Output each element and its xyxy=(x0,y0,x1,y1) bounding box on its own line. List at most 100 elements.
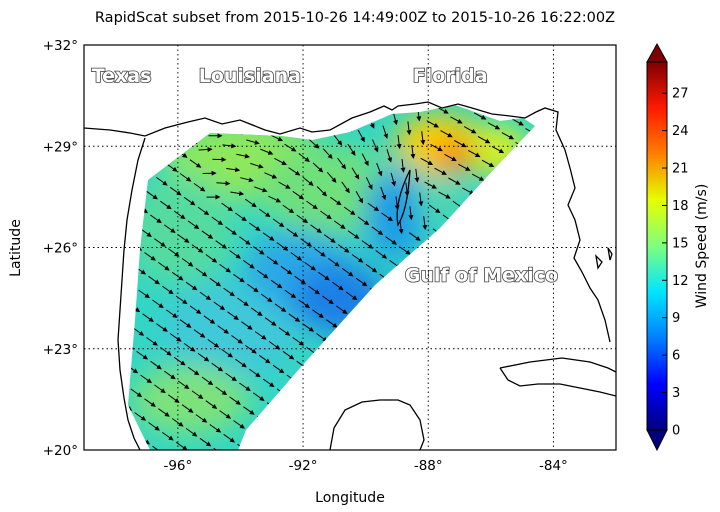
wind-arrow xyxy=(414,168,420,183)
wind-arrow xyxy=(235,358,247,368)
region-label: Louisiana xyxy=(199,65,301,87)
wind-arrow xyxy=(316,333,328,342)
colorbar-tick-label: 6 xyxy=(672,349,680,364)
x-tick-labels: -96° -92° -88° -84° xyxy=(163,458,567,474)
wind-arrow xyxy=(189,159,202,168)
wind-arrow xyxy=(345,291,358,301)
wind-arrow xyxy=(223,433,236,443)
wind-arrow xyxy=(300,238,313,247)
wind-arrow xyxy=(282,350,295,360)
wind-arrow xyxy=(308,285,320,295)
wind-arrow xyxy=(229,396,241,405)
wind-arrow xyxy=(187,220,200,230)
wind-arrow xyxy=(173,210,186,220)
wind-arrow xyxy=(420,157,434,165)
wind-arrow xyxy=(248,222,261,231)
wind-arrow xyxy=(216,180,231,186)
wind-arrow xyxy=(128,449,140,450)
wind-arrow xyxy=(290,252,303,261)
colorbar-tick-label: 15 xyxy=(672,236,689,251)
colorbar-tick-label: 0 xyxy=(672,424,680,439)
wind-arrow xyxy=(198,146,213,152)
wind-arrow xyxy=(144,398,156,407)
wind-arrow xyxy=(264,317,277,326)
wind-arrow xyxy=(286,228,299,237)
y-axis-title: Latitude xyxy=(8,219,24,277)
wind-arrow xyxy=(132,327,145,336)
colorbar-tick-label: 24 xyxy=(672,124,689,139)
plot-frame xyxy=(83,44,617,451)
colorbar-tick-label: 27 xyxy=(672,87,689,102)
wind-arrow xyxy=(357,129,365,143)
wind-arrow xyxy=(302,176,314,186)
colorbar-tick-label: 9 xyxy=(672,311,680,326)
wind-arrow xyxy=(245,344,257,354)
wind-arrow xyxy=(243,406,255,415)
wind-arrow xyxy=(302,323,315,332)
wind-arrow xyxy=(308,138,320,149)
x-axis-title: Longitude xyxy=(315,490,385,506)
wind-arrow xyxy=(381,212,394,222)
wind-arrow xyxy=(179,319,192,328)
wind-arrow xyxy=(235,212,247,222)
wind-arrow xyxy=(355,277,368,287)
wind-arrow xyxy=(239,236,251,245)
wind-arrow xyxy=(333,134,343,146)
wind-arrow xyxy=(274,157,287,165)
wind-arrow xyxy=(266,256,279,265)
wind-arrow xyxy=(314,248,326,257)
wind-arrow xyxy=(168,394,180,403)
wind-arrow xyxy=(195,267,208,277)
wind-arrow xyxy=(272,364,285,374)
wind-arrow xyxy=(292,337,305,346)
wind-arrow xyxy=(221,202,234,212)
wind-arrow xyxy=(146,190,158,200)
wind-arrow xyxy=(288,313,301,322)
wind-arrow xyxy=(195,414,208,423)
wind-arrow xyxy=(175,441,188,450)
region-label: Florida xyxy=(413,65,488,87)
wind-arrow xyxy=(193,329,206,338)
wind-arrow xyxy=(160,346,172,356)
wind-arrow xyxy=(306,200,318,210)
wind-arrow xyxy=(316,186,328,197)
wind-arrow xyxy=(245,198,257,208)
wind-arrow xyxy=(282,204,295,214)
wind-arrow xyxy=(150,360,162,370)
wind-arrow xyxy=(440,130,453,138)
wind-arrow xyxy=(272,218,285,228)
wind-arrow xyxy=(191,390,204,399)
wind-arrow xyxy=(434,167,447,175)
wind-arrow xyxy=(351,254,364,263)
wind-arrow xyxy=(351,167,360,180)
wind-arrow xyxy=(260,293,273,303)
wind-arrow xyxy=(219,410,232,419)
wind-arrow xyxy=(177,380,190,390)
wind-arrow xyxy=(215,240,228,249)
wind-arrow xyxy=(268,340,281,350)
map-title: RapidScat subset from 2015-10-26 14:49:0… xyxy=(95,10,615,26)
wind-arrow xyxy=(355,191,363,204)
wind-arrow xyxy=(158,261,170,271)
wind-arrow xyxy=(247,283,259,293)
wind-arrow xyxy=(205,254,218,263)
wind-arrow xyxy=(212,157,227,163)
wind-arrow xyxy=(231,335,243,344)
wind-arrow xyxy=(341,267,354,277)
wind-arrow xyxy=(312,162,324,173)
wind-arrow xyxy=(171,418,184,427)
wind-arrow xyxy=(264,172,278,179)
wind-arrow xyxy=(361,240,374,249)
wind-arrow xyxy=(276,242,289,251)
wind-arrow xyxy=(274,303,287,312)
wind-arrow xyxy=(246,139,260,145)
wind-arrow xyxy=(361,153,369,167)
wind-arrow xyxy=(365,263,378,273)
wind-arrow xyxy=(438,191,451,199)
wind-arrow xyxy=(337,244,350,253)
wind-arrow xyxy=(448,177,461,185)
wind-arrow xyxy=(164,370,176,380)
wind-arrow xyxy=(296,214,309,224)
wind-arrow xyxy=(158,408,170,417)
y-tick-label: +29° xyxy=(43,139,78,155)
